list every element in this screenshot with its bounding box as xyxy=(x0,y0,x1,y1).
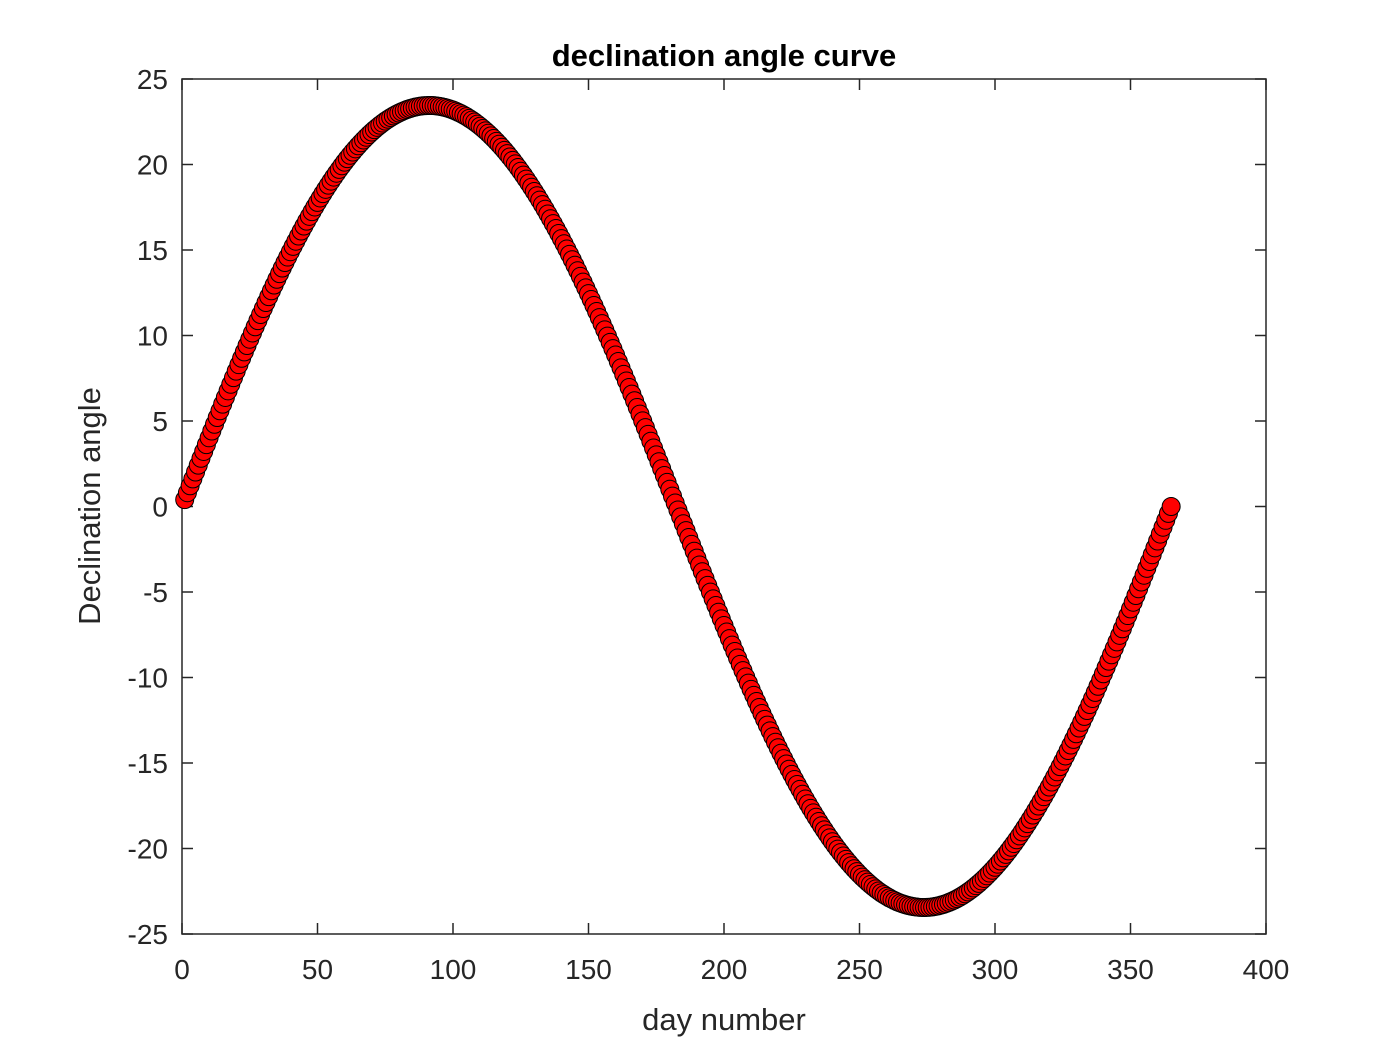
x-tick-label: 50 xyxy=(302,954,333,985)
data-points xyxy=(175,96,1181,917)
chart-title: declination angle curve xyxy=(552,38,897,73)
x-axis-label: day number xyxy=(642,1002,806,1037)
x-tick-label: 200 xyxy=(701,954,748,985)
y-tick-label: -5 xyxy=(143,577,168,608)
data-point xyxy=(1161,497,1181,516)
y-tick-label: -15 xyxy=(128,748,168,779)
x-tick-label: 350 xyxy=(1107,954,1154,985)
y-tick-label: -20 xyxy=(128,834,168,865)
axis-ticks xyxy=(181,78,1267,935)
y-tick-label: -25 xyxy=(128,919,168,950)
x-tick-label: 400 xyxy=(1243,954,1290,985)
x-tick-labels: 0 50 100 150 200 250 300 350 400 xyxy=(174,954,1289,985)
x-tick-label: 100 xyxy=(430,954,477,985)
y-tick-label: 10 xyxy=(137,321,168,352)
x-tick-label: 0 xyxy=(174,954,190,985)
y-tick-labels: 25 20 15 10 5 0 -5 -10 -15 -20 -25 xyxy=(128,64,168,950)
y-tick-label: 15 xyxy=(137,235,168,266)
y-axis-label: Declination angle xyxy=(72,387,107,625)
plot-area xyxy=(181,78,1267,935)
y-tick-label: -10 xyxy=(128,663,168,694)
y-tick-label: 5 xyxy=(152,406,168,437)
y-tick-label: 25 xyxy=(137,64,168,95)
x-tick-label: 150 xyxy=(565,954,612,985)
x-tick-label: 300 xyxy=(972,954,1019,985)
y-tick-label: 20 xyxy=(137,150,168,181)
y-tick-label: 0 xyxy=(152,492,168,523)
x-tick-label: 250 xyxy=(836,954,883,985)
